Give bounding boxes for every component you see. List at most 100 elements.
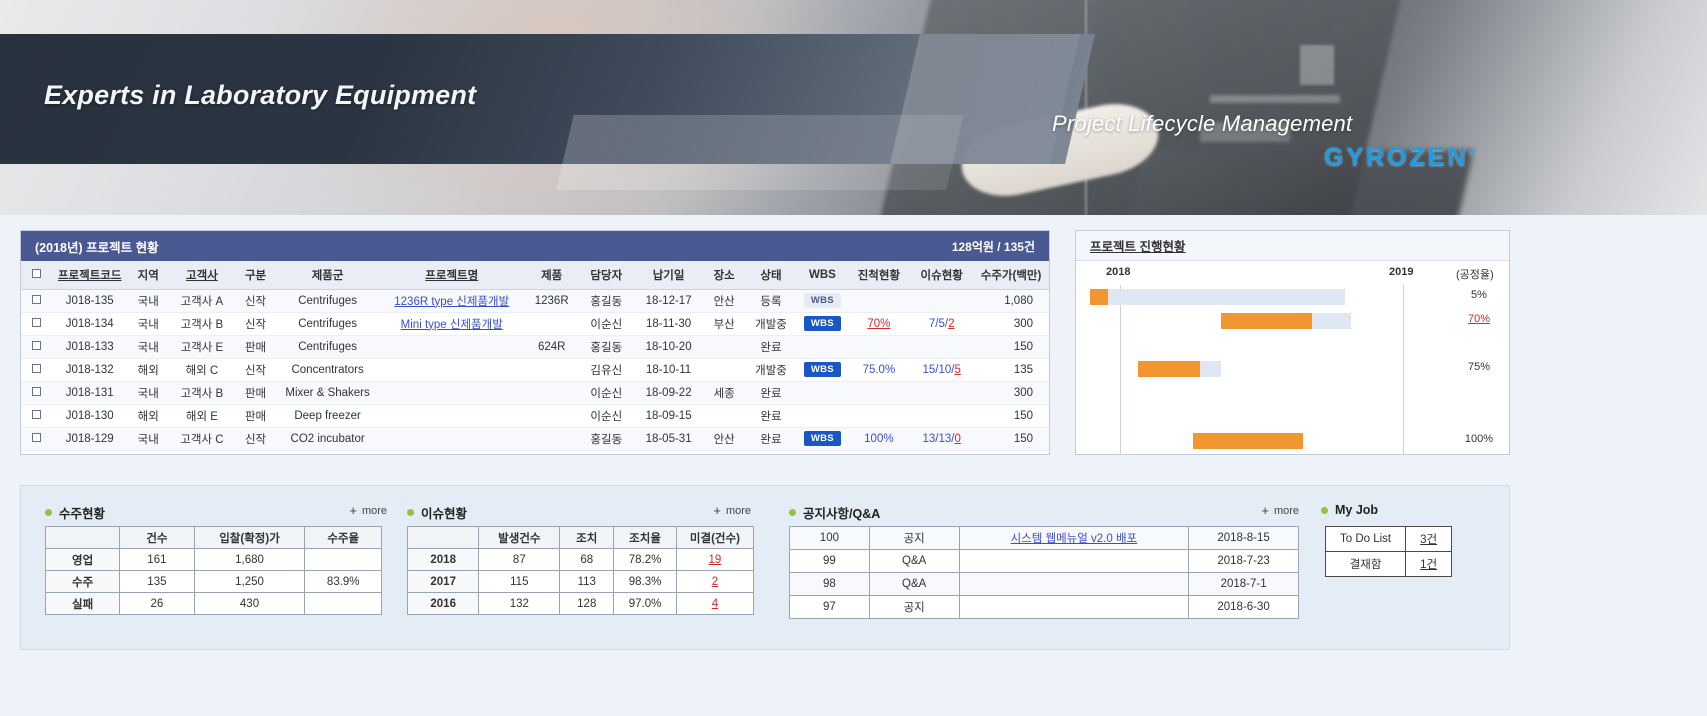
gantt-rate-value: 5%	[1471, 289, 1487, 301]
table-row[interactable]: J018-133 국내 고객사 E 판매 Centrifuges 624R 홍길동 18-10…	[21, 335, 1049, 359]
cell-2: 국내	[127, 312, 169, 336]
cell-2: 국내	[127, 427, 169, 451]
order-row: 실패 26 430	[44, 592, 382, 615]
notice-subject[interactable]: 시스템 웹메뉴얼 v2.0 배포	[958, 526, 1190, 550]
checkbox-icon[interactable]	[31, 317, 41, 327]
table-row[interactable]: J018-129 국내 고객사 C 신작 CO2 incubator 홍길동 18-05-3…	[21, 427, 1049, 451]
table-row[interactable]: J018-130 해외 해외 E 판매 Deep freezer 이순신 18-09-15 완…	[21, 404, 1049, 428]
table-row[interactable]: J018-135 국내 고객사 A 신작 Centrifuges 1236R type 신…	[21, 289, 1049, 313]
project-panel-header: (2018년) 프로젝트 현황 128억원 / 135건	[21, 231, 1049, 261]
gantt-bar-fill	[1138, 361, 1201, 377]
gantt-panel-header: 프로젝트 진행현황	[1076, 231, 1509, 261]
cell-4: 판매	[235, 335, 277, 359]
select-all-checkbox[interactable]	[21, 261, 52, 290]
cell-6	[379, 381, 525, 405]
issue-open-link[interactable]: 19	[675, 548, 755, 571]
issue-acted: 113	[559, 570, 615, 593]
hero-banner: Experts in Laboratory Equipment Project …	[0, 0, 1707, 215]
plus-icon: +	[713, 503, 721, 518]
project-name-link[interactable]: 1236R type 신제품개발	[394, 295, 510, 308]
notice-row[interactable]: 97 공지 2018-6-30	[789, 595, 1299, 619]
issue-header-row: 발생건수 조치 조치율 미결(건수)	[406, 526, 755, 549]
notice-subject	[958, 549, 1190, 573]
checkbox-icon[interactable]	[31, 432, 41, 442]
gantt-tick-2019: 2019	[1389, 266, 1414, 278]
gantt-row: 100%	[1076, 429, 1509, 453]
cell-7: 1236R	[524, 289, 580, 313]
row-checkbox[interactable]	[21, 358, 52, 382]
wbs-button[interactable]: WBS	[803, 293, 841, 308]
cell-2: 국내	[127, 289, 169, 313]
cell-3: 고객사 B	[168, 381, 236, 405]
checkbox-icon[interactable]	[31, 268, 41, 278]
order-widget-title: 수주현황	[45, 503, 105, 522]
order-row-label: 영업	[44, 548, 121, 571]
issue-open-link[interactable]: 2	[675, 570, 755, 593]
cell-12	[797, 381, 848, 405]
issue-rate: 97.0%	[613, 592, 677, 615]
row-checkbox[interactable]	[21, 312, 52, 336]
cell-9: 18-10-20	[633, 335, 704, 359]
cell-2: 해외	[127, 404, 169, 428]
myjob-count-link[interactable]: 3건	[1405, 526, 1453, 552]
cell-10	[703, 404, 745, 428]
notice-subject-link[interactable]: 시스템 웹메뉴얼 v2.0 배포	[1010, 533, 1138, 545]
order-widget-more-button[interactable]: + more	[349, 504, 387, 517]
cell-14: 15/10/5	[910, 358, 974, 382]
notice-row[interactable]: 99 Q&A 2018-7-23	[789, 549, 1299, 573]
wbs-button[interactable]: WBS	[803, 431, 841, 446]
cell-6	[379, 427, 525, 451]
issue-value: 13/13/0	[922, 432, 961, 445]
notice-row[interactable]: 98 Q&A 2018-7-1	[789, 572, 1299, 596]
checkbox-icon[interactable]	[31, 409, 41, 419]
row-checkbox[interactable]	[21, 427, 52, 451]
cell-10: 세종	[703, 381, 745, 405]
notice-no: 100	[789, 526, 870, 550]
checkbox-icon[interactable]	[31, 363, 41, 373]
gantt-row	[1076, 405, 1509, 429]
gantt-rate-value: 100%	[1464, 433, 1494, 445]
cell-15: 150	[973, 335, 1049, 359]
order-row: 수주 135 1,250 83.9%	[44, 570, 382, 593]
checkbox-icon[interactable]	[31, 294, 41, 304]
cell-1: J018-135	[51, 289, 128, 313]
issue-widget-more-button[interactable]: + more	[713, 504, 751, 517]
table-row[interactable]: J018-131 국내 고객사 B 판매 Mixer & Shakers 이순신 18-09…	[21, 381, 1049, 405]
checkbox-icon[interactable]	[31, 386, 41, 396]
checkbox-icon[interactable]	[31, 340, 41, 350]
myjob-count-link[interactable]: 1건	[1405, 551, 1453, 577]
issue-open-link[interactable]: 4	[675, 592, 755, 615]
project-table: 프로젝트코드 지역 고객사 구분 제품군 프로젝트명 제품 담당자 납기일 장소 상태 WBS 진척현황…	[21, 261, 1049, 451]
row-checkbox[interactable]	[21, 335, 52, 359]
notice-widget-more-button[interactable]: + more	[1261, 504, 1299, 517]
cell-4: 신작	[235, 289, 277, 313]
table-row[interactable]: J018-134 국내 고객사 B 신작 Centrifuges Mini type 신제…	[21, 312, 1049, 336]
order-row-label: 수주	[44, 570, 121, 593]
project-table-body: J018-135 국내 고객사 A 신작 Centrifuges 1236R type 신…	[21, 289, 1049, 451]
row-checkbox[interactable]	[21, 381, 52, 405]
cell-13: 70%	[847, 312, 911, 336]
cell-15: 150	[973, 404, 1049, 428]
cell-5: Deep freezer	[276, 404, 380, 428]
order-rate	[304, 592, 382, 615]
wbs-button[interactable]: WBS	[803, 316, 841, 331]
cell-3: 해외 E	[168, 404, 236, 428]
issue-year: 2017	[406, 570, 480, 593]
wbs-button[interactable]: WBS	[803, 362, 841, 377]
column-header-11: 상태	[744, 261, 798, 290]
gantt-divider	[1448, 261, 1449, 454]
row-checkbox[interactable]	[21, 289, 52, 313]
row-checkbox[interactable]	[21, 404, 52, 428]
issue-widget-title-text: 이슈현황	[421, 507, 468, 521]
cell-4: 판매	[235, 381, 277, 405]
column-header-13: 진척현황	[847, 261, 911, 290]
cell-4: 신작	[235, 312, 277, 336]
table-row[interactable]: J018-132 해외 해외 C 신작 Concentrators 김유신 18-10-11…	[21, 358, 1049, 382]
cell-11: 완료	[744, 404, 798, 428]
column-header-14: 이슈현황	[910, 261, 974, 290]
notice-row[interactable]: 100 공지 시스템 웹메뉴얼 v2.0 배포 2018-8-15	[789, 526, 1299, 550]
issue-col-2: 조치	[559, 526, 615, 549]
cell-2: 국내	[127, 381, 169, 405]
project-panel-summary: 128억원 / 135건	[951, 239, 1035, 254]
project-name-link[interactable]: Mini type 신제품개발	[400, 318, 503, 331]
